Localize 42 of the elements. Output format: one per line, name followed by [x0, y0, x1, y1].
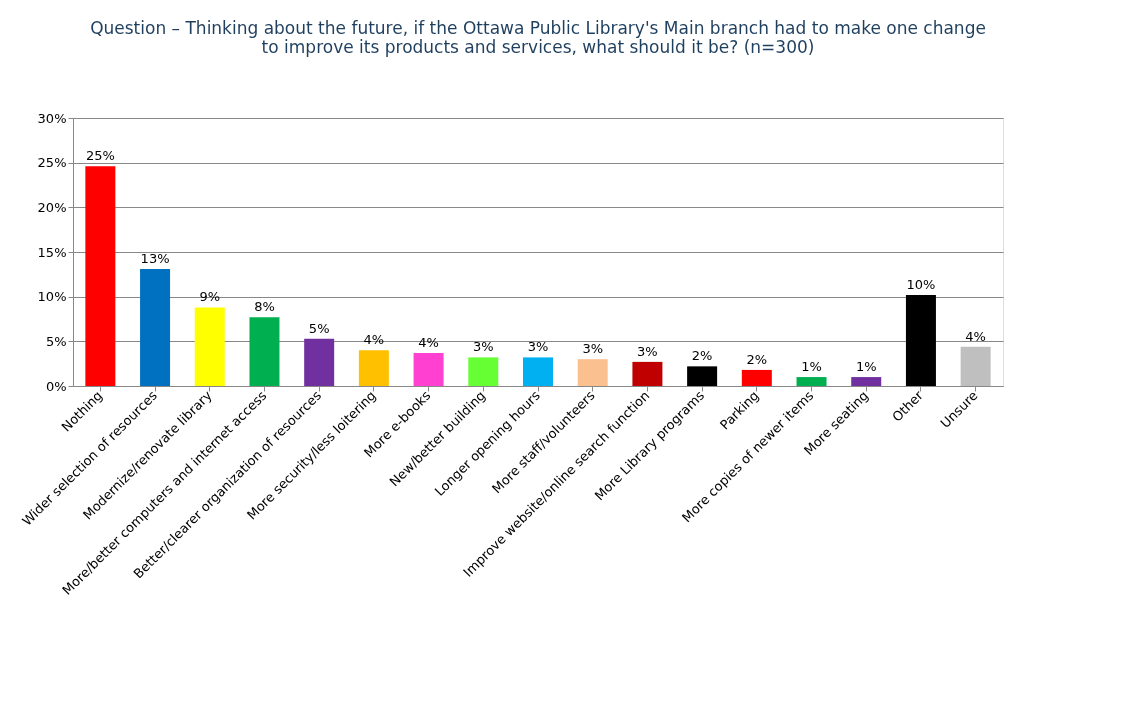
data-label: 4% — [363, 332, 385, 348]
data-label: 8% — [254, 299, 275, 315]
data-label: 2% — [746, 351, 768, 367]
bar — [358, 350, 389, 386]
bar — [194, 307, 225, 386]
data-label: 3% — [582, 341, 604, 357]
y-tick-label: 10% — [37, 289, 67, 305]
data-label: 25% — [85, 148, 115, 164]
y-tick-label: 30% — [37, 110, 67, 126]
bar — [413, 352, 444, 386]
bar — [468, 357, 499, 386]
data-label: 3% — [472, 339, 494, 355]
bar — [523, 357, 553, 386]
bar — [85, 166, 116, 386]
y-tick-label: 15% — [37, 244, 67, 260]
data-label: 10% — [906, 276, 936, 292]
bar — [851, 377, 882, 386]
bar — [741, 369, 772, 386]
bar — [796, 377, 827, 386]
bar — [577, 359, 608, 386]
data-label: 1% — [801, 359, 822, 375]
chart-title: Question – Thinking about the future, if the Ottawa Public Library's Main branch had to make one change to improve its products and services, what should it be? (n=300) — [90, 18, 986, 57]
bar — [304, 338, 335, 386]
bar — [905, 294, 936, 386]
bar — [960, 346, 991, 386]
data-label: 1% — [855, 359, 877, 375]
data-label: 3% — [527, 339, 549, 355]
data-label: 3% — [637, 343, 658, 359]
y-tick-label: 5% — [45, 333, 67, 349]
bar — [687, 366, 718, 386]
bar — [140, 268, 171, 386]
y-tick-label: 0% — [45, 378, 67, 394]
data-label: 13% — [140, 250, 170, 266]
bar — [249, 317, 280, 386]
data-label: 9% — [199, 289, 221, 305]
y-tick-label: 20% — [37, 199, 67, 215]
data-label: 4% — [418, 334, 439, 350]
data-label: 4% — [965, 328, 986, 344]
y-tick-label: 25% — [37, 155, 67, 171]
bar — [632, 361, 663, 386]
data-label: 2% — [691, 348, 713, 364]
data-label: 5% — [308, 320, 330, 336]
